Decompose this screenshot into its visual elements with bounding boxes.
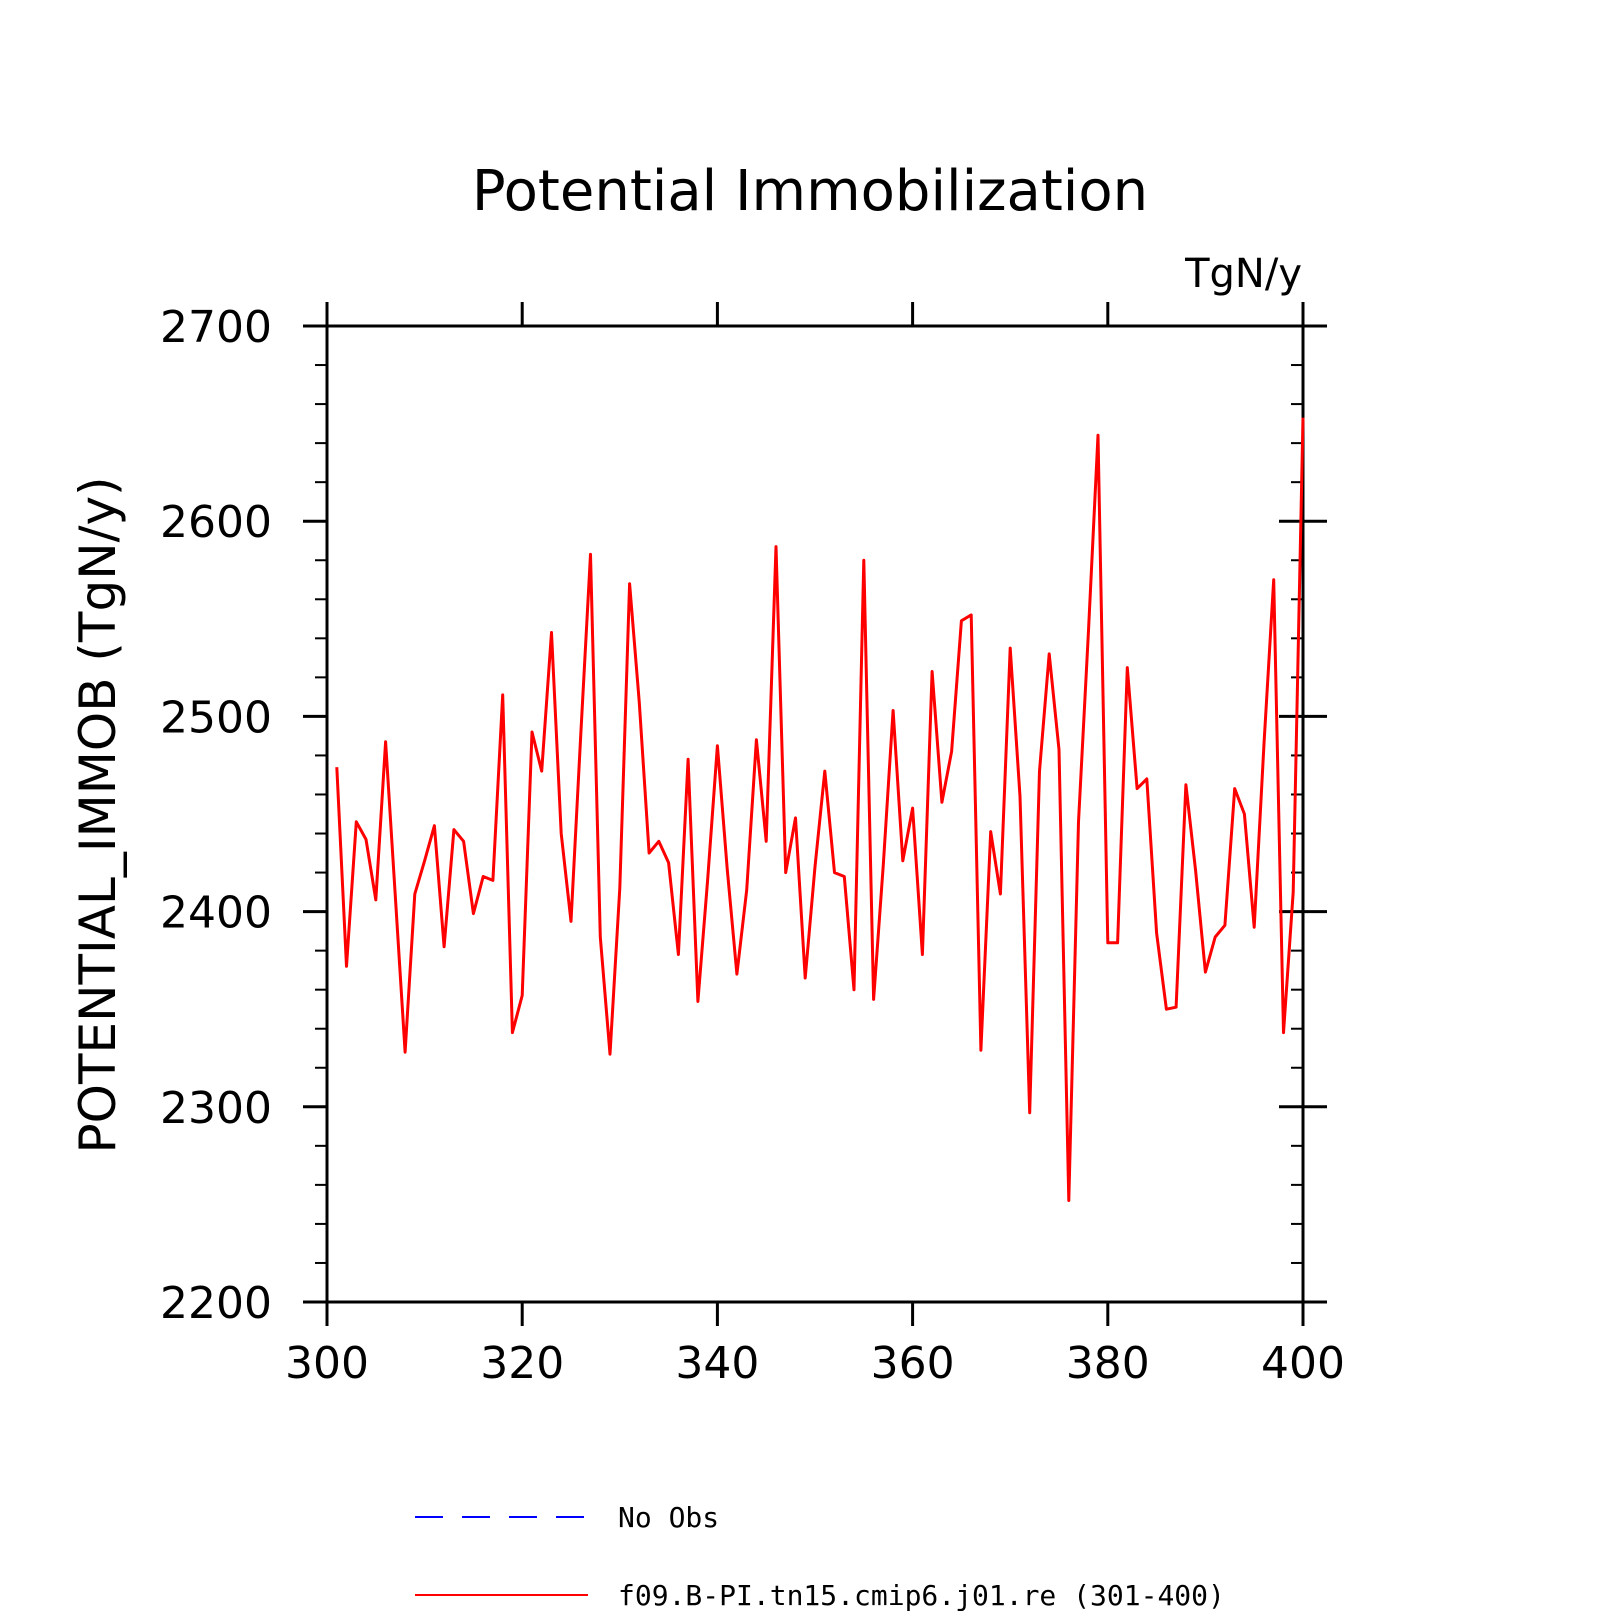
y-axis-ticks [303, 324, 1327, 1304]
y-axis-tick-labels: 2200 2300 2400 2500 2600 2700 [160, 302, 272, 1329]
units-label: TgN/y [1184, 251, 1302, 297]
x-tick-label: 320 [480, 1338, 564, 1389]
y-tick-label: 2300 [160, 1083, 272, 1134]
legend-label-model: f09.B-PI.tn15.cmip6.j01.re (301-400) [618, 1579, 1225, 1612]
legend: No Obs f09.B-PI.tn15.cmip6.j01.re (301-4… [415, 1501, 1225, 1612]
x-tick-label: 360 [871, 1338, 955, 1389]
x-tick-label: 380 [1066, 1338, 1150, 1389]
plot-frame [325, 324, 1305, 1304]
plot-area: 300 320 340 360 380 400 220023002400250026002… [160, 302, 1345, 1389]
series-line [335, 417, 1305, 1202]
y-tick-label: 2200 [160, 1278, 272, 1329]
y-axis-label: POTENTIAL_IMMOB (TgN/y) [69, 476, 127, 1153]
y-tick-label: 2600 [160, 497, 272, 548]
y-tick-label: 2400 [160, 888, 272, 939]
y-tick-label: 2500 [160, 692, 272, 743]
x-axis-tick-labels: 300 320 340 360 380 400 [285, 1338, 1345, 1389]
legend-label-no-obs: No Obs [618, 1501, 719, 1534]
x-tick-label: 400 [1261, 1338, 1345, 1389]
x-axis-ticks [325, 302, 1305, 1326]
x-tick-label: 340 [675, 1338, 759, 1389]
y-tick-label: 2700 [160, 302, 272, 353]
series-group [335, 417, 1305, 1202]
x-tick-label: 300 [285, 1338, 369, 1389]
chart-title: Potential Immobilization [472, 159, 1148, 224]
